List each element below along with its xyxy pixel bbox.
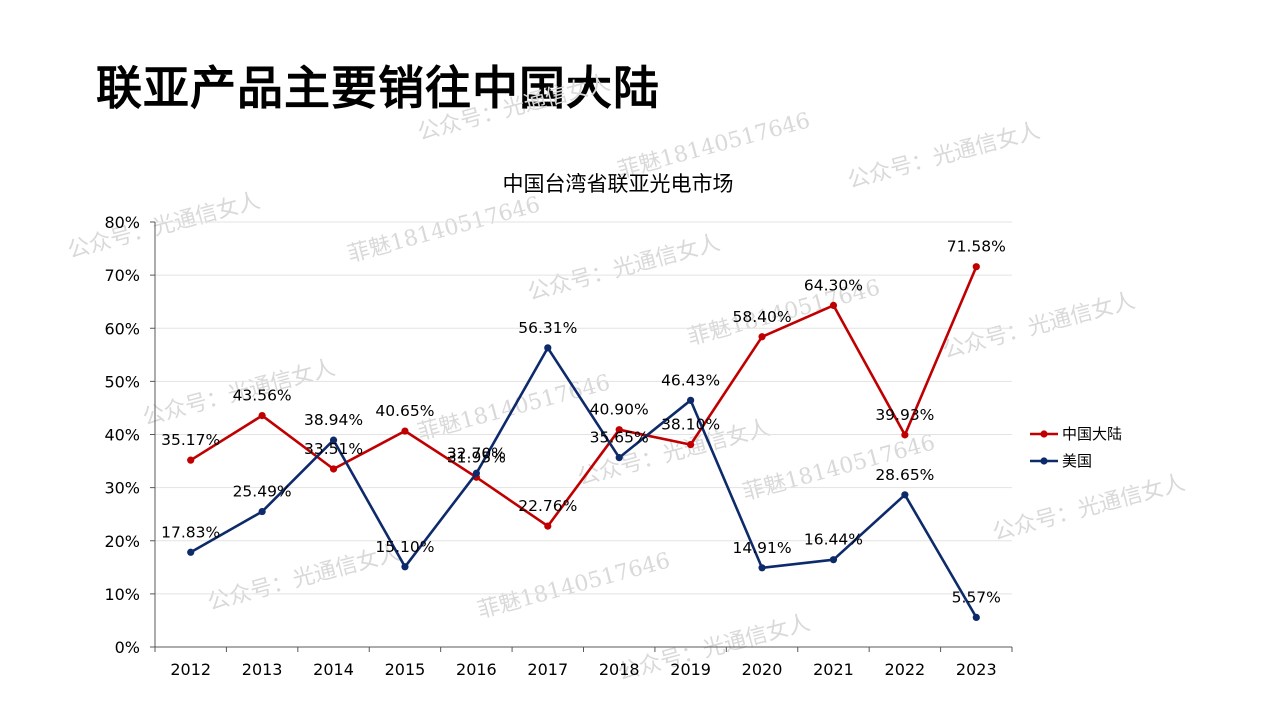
data-point bbox=[544, 522, 552, 530]
y-tick-label: 30% bbox=[104, 479, 140, 498]
y-tick-label: 20% bbox=[104, 532, 140, 551]
watermark-text: 公众号：光通信女人 bbox=[615, 610, 813, 685]
gridlines bbox=[155, 221, 1012, 595]
data-point bbox=[758, 333, 766, 341]
y-tick-label: 80% bbox=[104, 213, 140, 232]
watermark-text: 公众号：光通信女人 bbox=[205, 540, 403, 615]
series-line-1 bbox=[190, 346, 978, 619]
data-label: 32.70% bbox=[447, 444, 506, 462]
data-point bbox=[615, 454, 623, 462]
data-label: 56.31% bbox=[518, 319, 577, 337]
y-tick-label: 40% bbox=[104, 426, 140, 445]
data-label: 38.94% bbox=[304, 411, 363, 429]
data-point bbox=[187, 456, 195, 464]
data-point bbox=[401, 427, 409, 435]
axes: 0% 10% 20% 30% 40% 50% 60% 70% 80% 2012 2013 2014 20… bbox=[104, 213, 1013, 679]
x-tick-label: 2020 bbox=[742, 660, 783, 679]
data-point bbox=[187, 548, 195, 556]
data-point bbox=[401, 563, 409, 571]
data-point bbox=[544, 344, 552, 352]
legend-marker bbox=[1040, 457, 1048, 465]
data-point bbox=[901, 491, 909, 499]
series bbox=[187, 263, 980, 622]
data-label: 33.51% bbox=[304, 440, 363, 458]
y-tick-label: 10% bbox=[104, 585, 140, 604]
data-point bbox=[972, 613, 980, 622]
slide-title: 联亚产品主要销往中国大陆 bbox=[96, 61, 660, 115]
data-point bbox=[687, 396, 695, 404]
data-label: 58.40% bbox=[732, 308, 791, 326]
x-tick-label: 2016 bbox=[456, 660, 497, 679]
x-tick-label: 2013 bbox=[242, 660, 283, 679]
watermark-text: 公众号：光通信女人 bbox=[940, 288, 1138, 363]
data-point bbox=[829, 556, 838, 564]
data-label: 25.49% bbox=[233, 483, 292, 501]
series-line-0 bbox=[190, 266, 978, 528]
watermark-text: 公众号：光通信女人 bbox=[65, 188, 263, 263]
y-tick-label: 70% bbox=[104, 266, 140, 285]
data-label: 39.93% bbox=[875, 406, 934, 424]
data-point bbox=[258, 507, 266, 516]
data-label: 22.76% bbox=[518, 497, 577, 515]
data-label: 28.65% bbox=[875, 466, 934, 484]
data-label: 38.10% bbox=[661, 416, 720, 434]
watermark-text: 菲魅18140517646 bbox=[345, 192, 543, 267]
data-point bbox=[901, 431, 909, 439]
data-label: 16.44% bbox=[804, 531, 863, 549]
data-label: 43.56% bbox=[233, 387, 292, 405]
x-tick-label: 2015 bbox=[385, 660, 426, 679]
data-label: 17.83% bbox=[161, 523, 220, 541]
data-point bbox=[687, 440, 695, 449]
chart-title: 中国台湾省联亚光电市场 bbox=[503, 172, 734, 196]
x-tick-label: 2023 bbox=[956, 660, 997, 679]
y-tick-label: 0% bbox=[115, 638, 140, 657]
data-point bbox=[758, 564, 766, 572]
data-label: 64.30% bbox=[804, 276, 863, 294]
data-label: 31.95% bbox=[447, 448, 506, 466]
data-point bbox=[258, 411, 266, 420]
data-label: 71.58% bbox=[947, 238, 1006, 256]
data-point bbox=[329, 465, 338, 473]
x-tick-label: 2019 bbox=[670, 660, 711, 679]
watermark-text: 公众号：光通信女人 bbox=[845, 118, 1043, 193]
watermark-text: 公众号：光通信女人 bbox=[415, 70, 613, 145]
x-tick-label: 2017 bbox=[527, 660, 568, 679]
data-label: 35.65% bbox=[590, 429, 649, 447]
data-point bbox=[329, 436, 338, 444]
x-tick-label: 2012 bbox=[170, 660, 211, 679]
watermark-text: 公众号：光通信女人 bbox=[525, 230, 723, 305]
data-label: 40.90% bbox=[590, 401, 649, 419]
watermark-text: 菲魅18140517646 bbox=[475, 548, 673, 623]
data-label: 35.17% bbox=[161, 431, 220, 449]
data-label: 5.57% bbox=[952, 588, 1001, 606]
y-tick-label: 50% bbox=[104, 372, 140, 391]
data-label: 15.10% bbox=[375, 538, 434, 556]
data-label: 40.65% bbox=[375, 402, 434, 420]
y-tick-label: 60% bbox=[104, 319, 140, 338]
legend-label: 中国大陆 bbox=[1062, 425, 1122, 443]
data-point bbox=[615, 426, 623, 434]
x-tick-label: 2018 bbox=[599, 660, 640, 679]
data-point bbox=[972, 263, 980, 271]
data-point bbox=[829, 301, 838, 310]
legend-label: 美国 bbox=[1062, 452, 1092, 470]
x-tick-label: 2021 bbox=[813, 660, 854, 679]
data-label: 46.43% bbox=[661, 371, 720, 389]
x-tick-label: 2014 bbox=[313, 660, 354, 679]
watermark-text: 公众号：光通信女人 bbox=[990, 470, 1188, 545]
x-tick-label: 2022 bbox=[885, 660, 926, 679]
data-point bbox=[472, 469, 480, 477]
data-label: 14.91% bbox=[732, 539, 791, 557]
legend-marker bbox=[1040, 430, 1048, 438]
data-labels: 35.17% 43.56% 33.51% 40.65% 31.95% 22.76% 40.9… bbox=[161, 238, 1006, 607]
